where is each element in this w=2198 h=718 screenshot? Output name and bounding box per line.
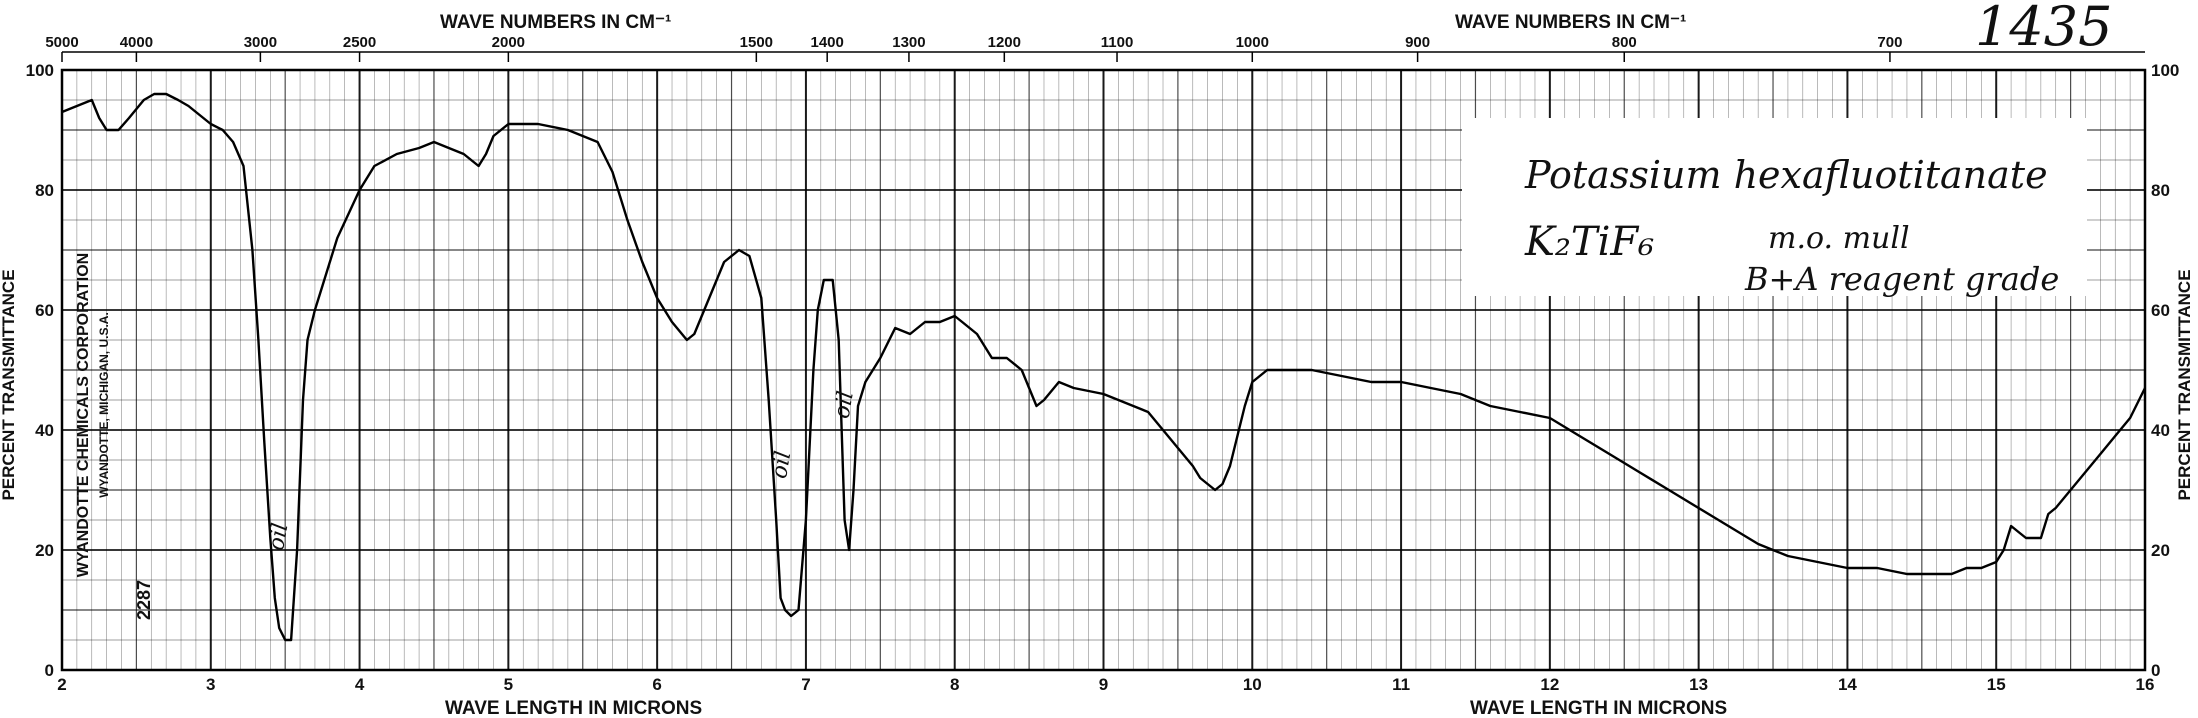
annotations: oil oil oil <box>264 389 859 552</box>
x-tick-label: 4 <box>355 675 365 694</box>
x-tick-label: 12 <box>1540 675 1559 694</box>
wavenumber-tick-label: 1000 <box>1236 34 1269 51</box>
y-tick-label-right: 60 <box>2151 301 2170 320</box>
wavenumber-tick-label: 4000 <box>120 34 153 51</box>
x-tick-label: 15 <box>1987 675 2006 694</box>
y-tick-label-left: 20 <box>35 541 54 560</box>
y-tick-label-right: 40 <box>2151 421 2170 440</box>
sheet-number: 1435 <box>1975 0 2112 58</box>
wavenumber-tick-label: 1400 <box>810 34 843 51</box>
wavenumber-tick-label: 700 <box>1877 34 1902 51</box>
x-tick-label: 11 <box>1392 675 1410 694</box>
plot-border <box>60 68 2147 672</box>
plot-frame <box>60 51 2147 672</box>
spectrum-line <box>61 92 2147 642</box>
y-tick-label-left: 40 <box>35 421 54 440</box>
x-tick-label: 2 <box>57 675 66 694</box>
wavenumber-tick-label: 800 <box>1612 34 1637 51</box>
sample-formula: K₂TiF₆ <box>1524 219 1654 265</box>
left-axis-label: PERCENT TRANSMITTANCE <box>0 269 18 500</box>
wavenumber-tick-label: 1500 <box>740 34 773 51</box>
top-wavenumber-label-right: WAVE NUMBERS IN CM⁻¹ <box>1455 12 1686 33</box>
annotation-oil: oil <box>829 389 858 420</box>
wavenumber-tick-label: 1300 <box>892 34 925 51</box>
x-tick-label: 7 <box>801 675 810 694</box>
top-wavenumber-label-left: WAVE NUMBERS IN CM⁻¹ <box>440 12 671 33</box>
spectrum-series <box>61 92 2147 642</box>
y-tick-label-right: 80 <box>2151 181 2170 200</box>
sample-label-card: Potassium hexafluotitanate K₂TiF₆ m.o. m… <box>1462 118 2087 298</box>
bottom-wavelength-label-right: WAVE LENGTH IN MICRONS <box>1470 698 1727 718</box>
sample-grade: B+A reagent grade <box>1744 260 2059 298</box>
x-tick-label: 9 <box>1099 675 1108 694</box>
y-tick-label-right: 20 <box>2151 541 2170 560</box>
y-tick-label-right: 0 <box>2151 661 2160 680</box>
x-tick-label: 14 <box>1838 675 1857 694</box>
publisher-name: WYANDOTTE CHEMICALS CORPORATION <box>75 253 92 577</box>
annotation-oil: oil <box>767 449 796 480</box>
x-tick-label: 5 <box>504 675 513 694</box>
right-axis-label: PERCENT TRANSMITTANCE <box>2175 269 2194 500</box>
x-tick-label: 10 <box>1243 675 1262 694</box>
wavenumber-tick-label: 3000 <box>244 34 277 51</box>
wavenumber-tick-label: 5000 <box>45 34 78 51</box>
wavenumber-tick-label: 900 <box>1405 34 1430 51</box>
x-tick-label: 6 <box>652 675 661 694</box>
x-tick-label: 16 <box>2136 675 2155 694</box>
publisher-number: 2287 <box>134 580 154 620</box>
bottom-wavelength-label-left: WAVE LENGTH IN MICRONS <box>445 698 702 718</box>
y-tick-label-right: 100 <box>2151 61 2179 80</box>
x-tick-label: 8 <box>950 675 959 694</box>
x-tick-label: 13 <box>1689 675 1708 694</box>
y-tick-label-left: 0 <box>45 661 54 680</box>
annotation-oil: oil <box>264 521 293 552</box>
tick-labels: 2 3 4 5 6 7 8 9 10 11 12 13 14 15 16020406080100020406… <box>26 34 2180 694</box>
y-tick-label-left: 60 <box>35 301 54 320</box>
sample-name: Potassium hexafluotitanate <box>1524 153 2048 197</box>
wavenumber-tick-label: 1100 <box>1101 34 1134 51</box>
x-tick-label: 3 <box>206 675 215 694</box>
wavenumber-tick-label: 1200 <box>988 34 1021 51</box>
wavenumber-tick-label: 2000 <box>492 34 525 51</box>
wavenumber-tick-label: 2500 <box>343 34 376 51</box>
y-tick-label-left: 80 <box>35 181 54 200</box>
y-tick-label-left: 100 <box>26 61 54 80</box>
publisher-location: WYANDOTTE, MICHIGAN, U.S.A. <box>97 312 111 498</box>
sample-method: m.o. mull <box>1768 221 1910 256</box>
